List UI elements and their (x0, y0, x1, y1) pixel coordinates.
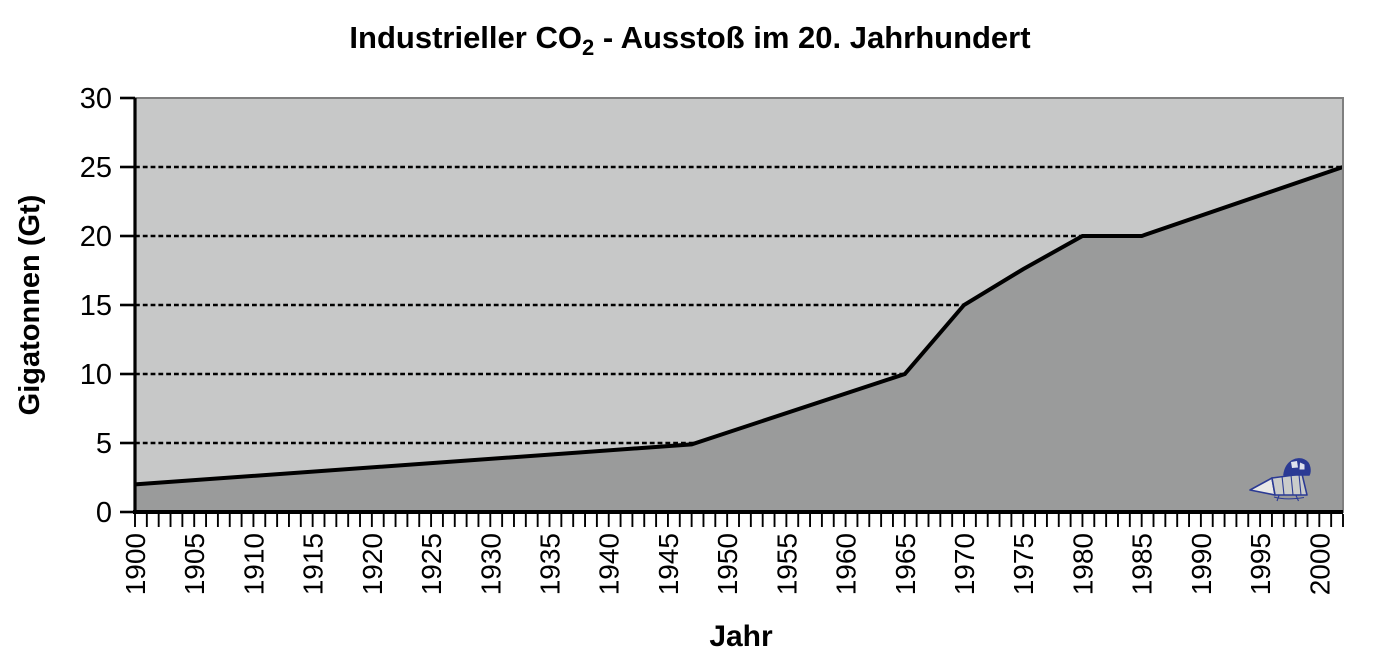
x-tick-label: 1955 (771, 533, 802, 595)
x-tick-label: 1920 (357, 533, 388, 595)
x-tick-label: 1945 (653, 533, 684, 595)
y-tick-label: 20 (80, 221, 112, 253)
x-axis-title: Jahr (709, 620, 773, 653)
y-tick-label: 0 (96, 497, 112, 529)
x-tick-label: 1970 (949, 533, 980, 595)
data-line (134, 165, 1344, 487)
x-tick-label: 1960 (831, 533, 862, 595)
x-tick-label: 1930 (475, 533, 506, 595)
x-tick-label: 1950 (712, 533, 743, 595)
x-tick-label: 1905 (179, 533, 210, 595)
x-tick-label: 1900 (120, 533, 151, 595)
x-tick-label: 1935 (535, 533, 566, 595)
x-tick-label: 1980 (1067, 533, 1098, 595)
x-tick-label: 1910 (238, 533, 269, 595)
x-tick-label: 1990 (1186, 533, 1217, 595)
x-tick-label: 1925 (416, 533, 447, 595)
y-tick-label: 25 (80, 152, 112, 184)
x-tick-label: 1965 (890, 533, 921, 595)
y-tick-label: 10 (80, 359, 112, 391)
y-tick-label: 5 (96, 428, 112, 460)
doodle-sketch-icon (1249, 458, 1311, 502)
x-tick-label: 1915 (298, 533, 329, 595)
x-tick-label: 1975 (1008, 533, 1039, 595)
chart-title-text: Industrieller CO (349, 20, 582, 55)
x-tick-label: 1985 (1127, 533, 1158, 595)
x-tick-label: 1940 (594, 533, 625, 595)
chart-title-subscript: 2 (581, 35, 595, 60)
chart-title-suffix: - Ausstoß im 20. Jahrhundert (594, 20, 1031, 55)
x-tick-label: 1995 (1245, 533, 1276, 595)
area-series (135, 167, 1343, 512)
y-tick-label: 30 (80, 83, 112, 115)
x-tick-label: 2000 (1304, 533, 1335, 595)
chart-title: Industrieller CO2 - Ausstoß im 20. Jahrh… (0, 20, 1380, 60)
y-tick-label: 15 (80, 290, 112, 322)
